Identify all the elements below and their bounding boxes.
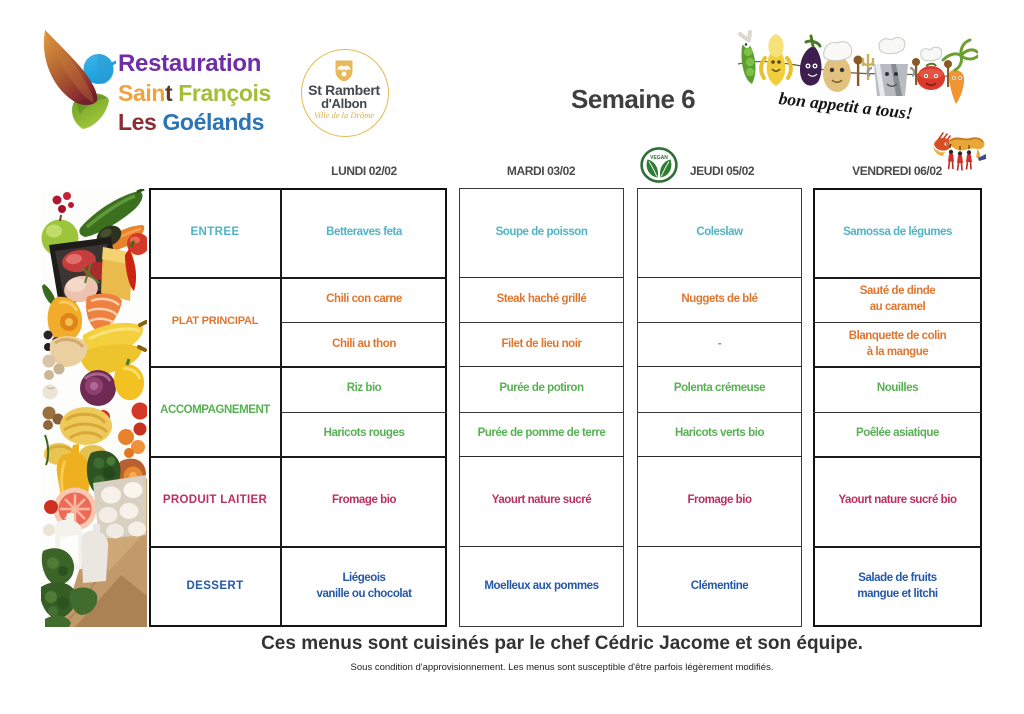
svg-text:VEGAN: VEGAN	[650, 155, 668, 161]
